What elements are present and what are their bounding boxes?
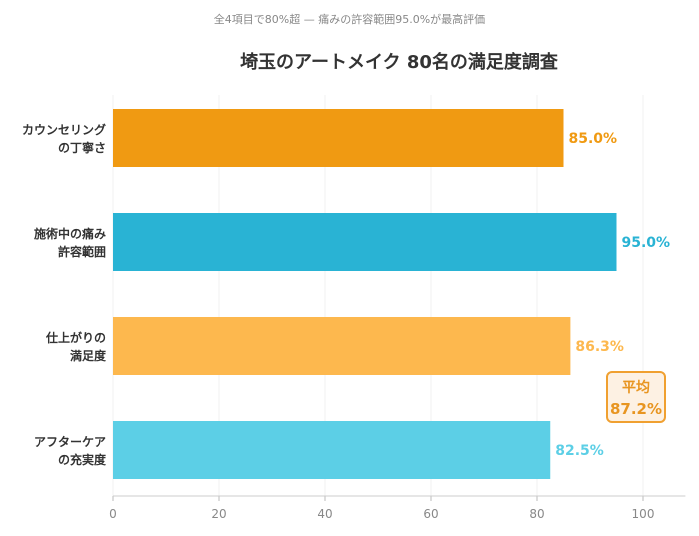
category-label: アフターケア bbox=[34, 435, 106, 449]
value-label: 85.0% bbox=[569, 131, 618, 147]
bar bbox=[113, 109, 564, 167]
x-tick-label: 20 bbox=[211, 507, 226, 521]
x-tick-label: 80 bbox=[529, 507, 544, 521]
x-tick-label: 60 bbox=[423, 507, 438, 521]
category-label: 仕上がりの bbox=[45, 330, 106, 345]
chart-subtitle: 全4項目で80%超 — 痛みの許容範囲95.0%が最高評価 bbox=[213, 13, 486, 26]
bar bbox=[113, 421, 551, 479]
x-tick-label: 40 bbox=[317, 507, 332, 521]
bar bbox=[113, 213, 617, 271]
bar bbox=[113, 317, 571, 375]
category-label: カウンセリング bbox=[22, 122, 106, 137]
x-tick-label: 0 bbox=[109, 507, 117, 521]
category-label: の丁寧さ bbox=[58, 140, 106, 155]
average-annotation: 平均 87.2% bbox=[606, 371, 666, 423]
category-label: 許容範囲 bbox=[58, 244, 106, 259]
value-label: 86.3% bbox=[575, 339, 624, 355]
x-tick-label: 100 bbox=[632, 507, 655, 521]
value-label: 82.5% bbox=[555, 443, 604, 459]
average-label: 平均 bbox=[622, 380, 650, 396]
category-label: 施術中の痛み bbox=[34, 226, 106, 241]
average-value: 87.2% bbox=[609, 400, 663, 418]
value-label: 95.0% bbox=[622, 235, 671, 251]
category-label: 満足度 bbox=[70, 348, 107, 363]
category-label: の充実度 bbox=[58, 452, 107, 467]
chart-title: 埼玉のアートメイク 80名の満足度調査 bbox=[240, 52, 558, 73]
